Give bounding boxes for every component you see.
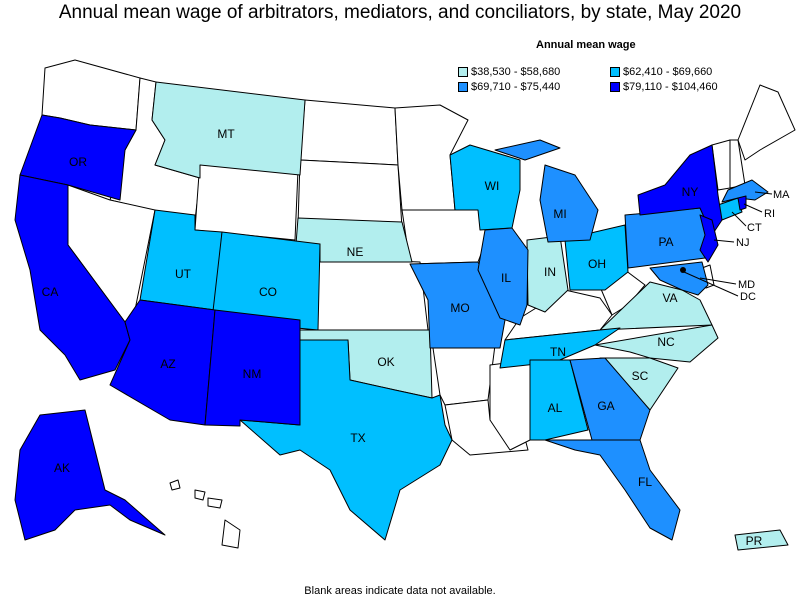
state-label-nm: NM	[243, 367, 262, 381]
state-label-ca: CA	[42, 285, 59, 299]
state-label-mt: MT	[217, 127, 235, 141]
state-ak	[14, 409, 166, 541]
state-label-az: AZ	[160, 357, 175, 371]
state-hi-2	[194, 489, 206, 501]
legend-swatch	[458, 82, 468, 92]
state-label-pa: PA	[658, 235, 673, 249]
leader-ma	[754, 191, 773, 195]
state-sd	[297, 159, 403, 229]
state-fl	[544, 439, 681, 541]
state-label-mo: MO	[450, 301, 469, 315]
state-ny	[637, 144, 723, 236]
state-me	[737, 84, 796, 161]
state-va	[599, 281, 713, 331]
state-co	[211, 231, 321, 331]
tier-4-states	[14, 114, 747, 541]
state-label-ma: MA	[773, 189, 790, 201]
legend-label: $38,530 - $58,680	[471, 66, 561, 78]
legend-swatch	[458, 67, 468, 77]
state-nj	[699, 214, 719, 263]
legend-item-tier-1: $38,530 - $58,680	[458, 66, 560, 78]
state-label-wi: WI	[485, 179, 500, 193]
state-label-ak: AK	[54, 461, 70, 475]
state-label-oh: OH	[588, 257, 606, 271]
map-title: Annual mean wage of arbitrators, mediato…	[58, 2, 742, 23]
state-tx	[239, 339, 453, 541]
state-hi-4	[221, 519, 241, 549]
state-al	[529, 359, 589, 441]
leader-nj	[713, 239, 735, 243]
state-ia	[401, 209, 491, 265]
leader-ct	[731, 211, 747, 227]
state-nc	[594, 324, 719, 363]
state-label-mi: MI	[553, 207, 566, 221]
state-nm	[204, 309, 301, 427]
state-label-ne: NE	[347, 245, 364, 259]
state-mi	[494, 139, 599, 243]
legend-item-tier-3: $69,710 - $75,440	[458, 81, 560, 93]
state-mt	[151, 81, 306, 179]
blank-states	[41, 59, 796, 549]
state-label-ga: GA	[597, 399, 614, 413]
tier-2-states	[139, 144, 743, 541]
state-oh	[564, 224, 629, 291]
state-label-nc: NC	[657, 335, 675, 349]
leader-dc	[683, 271, 739, 297]
legend-swatch	[610, 67, 620, 77]
state-ks	[317, 257, 429, 331]
state-ri	[737, 195, 747, 211]
state-label-il: IL	[501, 271, 511, 285]
legend-label: $62,410 - $69,660	[623, 66, 713, 78]
state-ca	[14, 174, 131, 381]
leader-ri	[743, 203, 763, 213]
state-label-or: OR	[69, 155, 87, 169]
state-label-fl: FL	[638, 475, 652, 489]
state-hi-3	[207, 497, 223, 509]
state-label-sc: SC	[632, 369, 649, 383]
dc-marker	[680, 267, 686, 273]
state-label-pr: PR	[746, 534, 763, 548]
state-nd	[299, 99, 399, 166]
legend-label: $69,710 - $75,440	[471, 81, 561, 93]
state-label-co: CO	[259, 285, 277, 299]
legend-item-tier-4: $79,110 - $104,460	[610, 81, 718, 93]
state-ma	[721, 179, 769, 203]
state-label-md: MD	[738, 279, 755, 291]
tier-3-states	[409, 139, 769, 541]
state-label-nj: NJ	[736, 237, 749, 249]
state-tn	[499, 327, 621, 369]
state-label-dc: DC	[740, 291, 756, 303]
state-label-va: VA	[662, 291, 677, 305]
legend-label: $79,110 - $104,460	[623, 81, 718, 93]
legend-title: Annual mean wage	[536, 39, 636, 51]
state-label-ny: NY	[682, 185, 699, 199]
leader-lines	[683, 191, 773, 297]
legend-item-tier-2: $62,410 - $69,660	[610, 66, 712, 78]
tier-1-states	[151, 81, 789, 551]
state-hi-1	[169, 479, 181, 491]
state-il	[477, 227, 529, 326]
state-label-ok: OK	[377, 355, 394, 369]
state-label-in: IN	[544, 265, 556, 279]
state-pr	[734, 529, 789, 551]
state-label-al: AL	[548, 401, 563, 415]
leader-md	[699, 277, 737, 285]
footnote: Blank areas indicate data not available.	[304, 585, 496, 597]
state-label-tx: TX	[350, 431, 365, 445]
state-label-ri: RI	[764, 208, 775, 220]
state-label-ct: CT	[747, 222, 762, 234]
state-label-tn: TN	[550, 345, 566, 359]
state-label-ut: UT	[175, 267, 192, 281]
state-md	[649, 261, 709, 296]
legend-swatch	[610, 82, 620, 92]
state-ga	[569, 357, 651, 441]
